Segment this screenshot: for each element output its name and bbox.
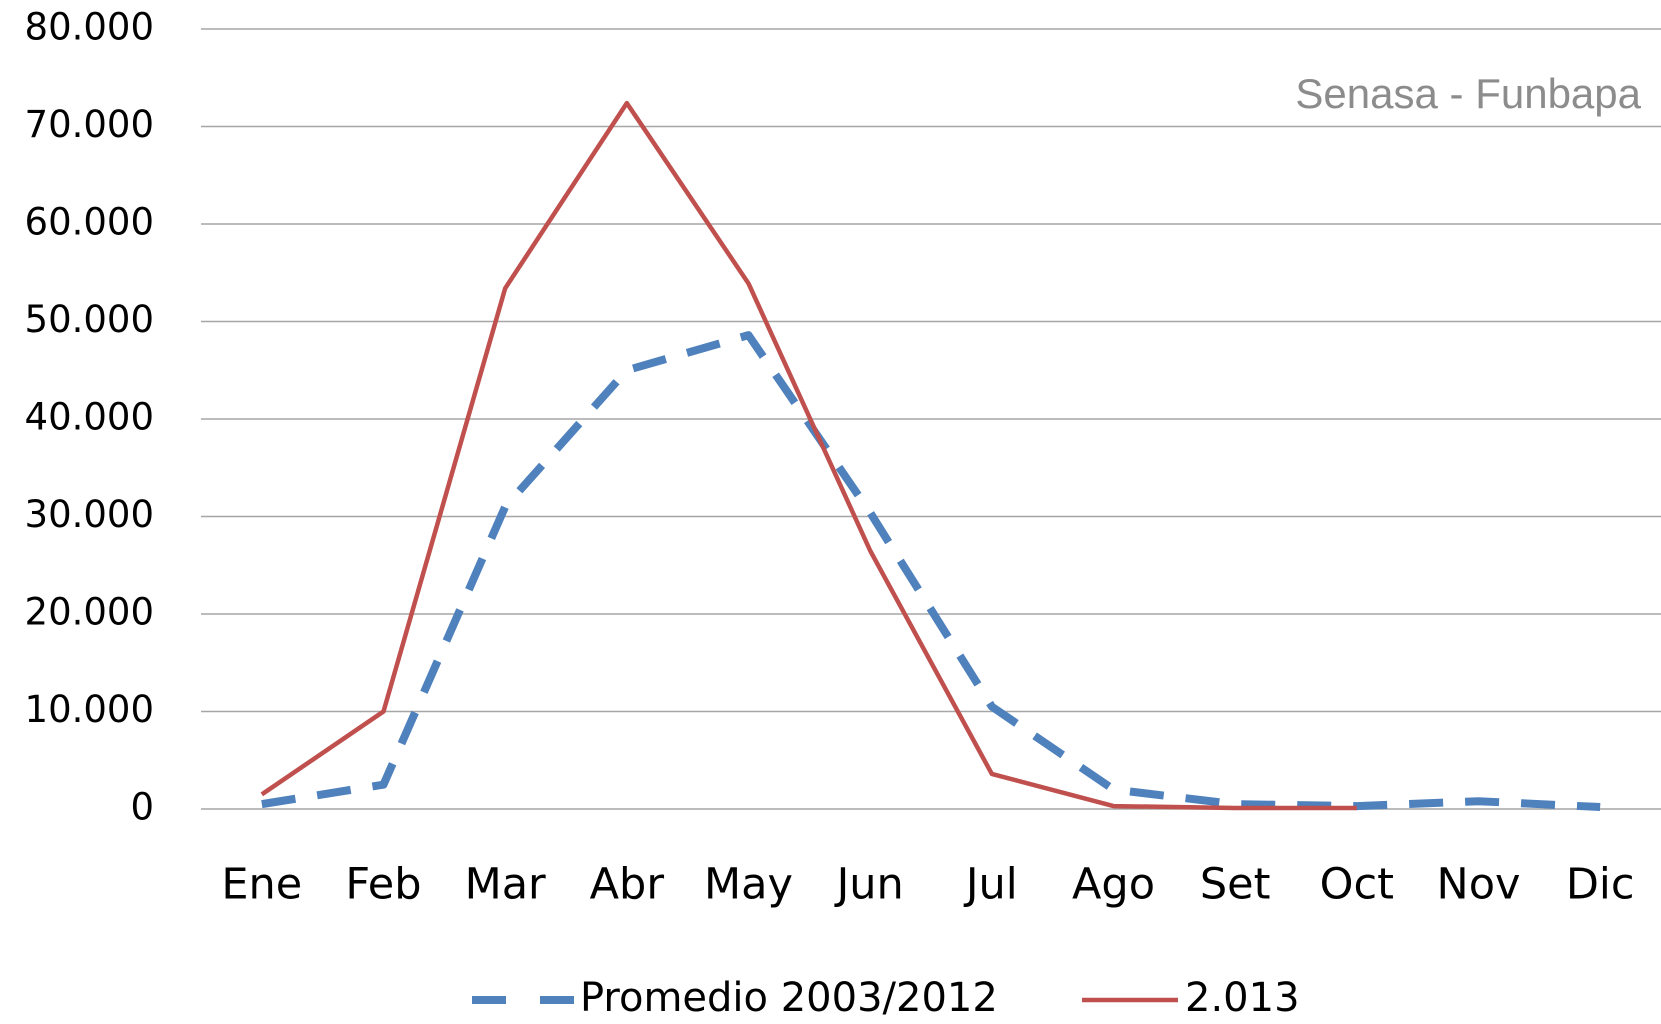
x-tick-label: Jun [834,860,904,910]
y-tick-label: 10.000 [25,688,154,731]
x-tick-label: Jul [963,860,1018,910]
y-tick-label: 80.000 [25,6,154,49]
x-tick-label: Abr [590,860,665,910]
x-tick-label: Ene [221,860,302,910]
x-tick-label: Mar [465,860,546,910]
y-tick-label: 50.000 [25,298,154,341]
legend-label: Promedio 2003/2012 [580,975,998,1021]
x-tick-label: Ago [1072,860,1155,910]
series-line [261,331,1601,812]
y-tick-label: 60.000 [25,201,154,244]
annotation: Senasa - Funbapa [1295,70,1641,117]
y-tick-label: 20.000 [25,591,154,634]
x-tick-label: Oct [1320,860,1394,910]
x-tick-label: Feb [345,860,421,910]
y-tick-label: 30.000 [25,493,154,536]
x-tick-label: Set [1200,860,1271,910]
legend-label: 2.013 [1185,975,1300,1021]
y-tick-label: 0 [130,786,154,829]
y-tick-label: 70.000 [25,103,154,146]
x-tick-label: May [704,860,793,910]
y-tick-label: 40.000 [25,396,154,439]
x-tick-label: Nov [1437,860,1521,910]
series-line [260,100,1357,811]
x-tick-label: Dic [1566,860,1635,910]
